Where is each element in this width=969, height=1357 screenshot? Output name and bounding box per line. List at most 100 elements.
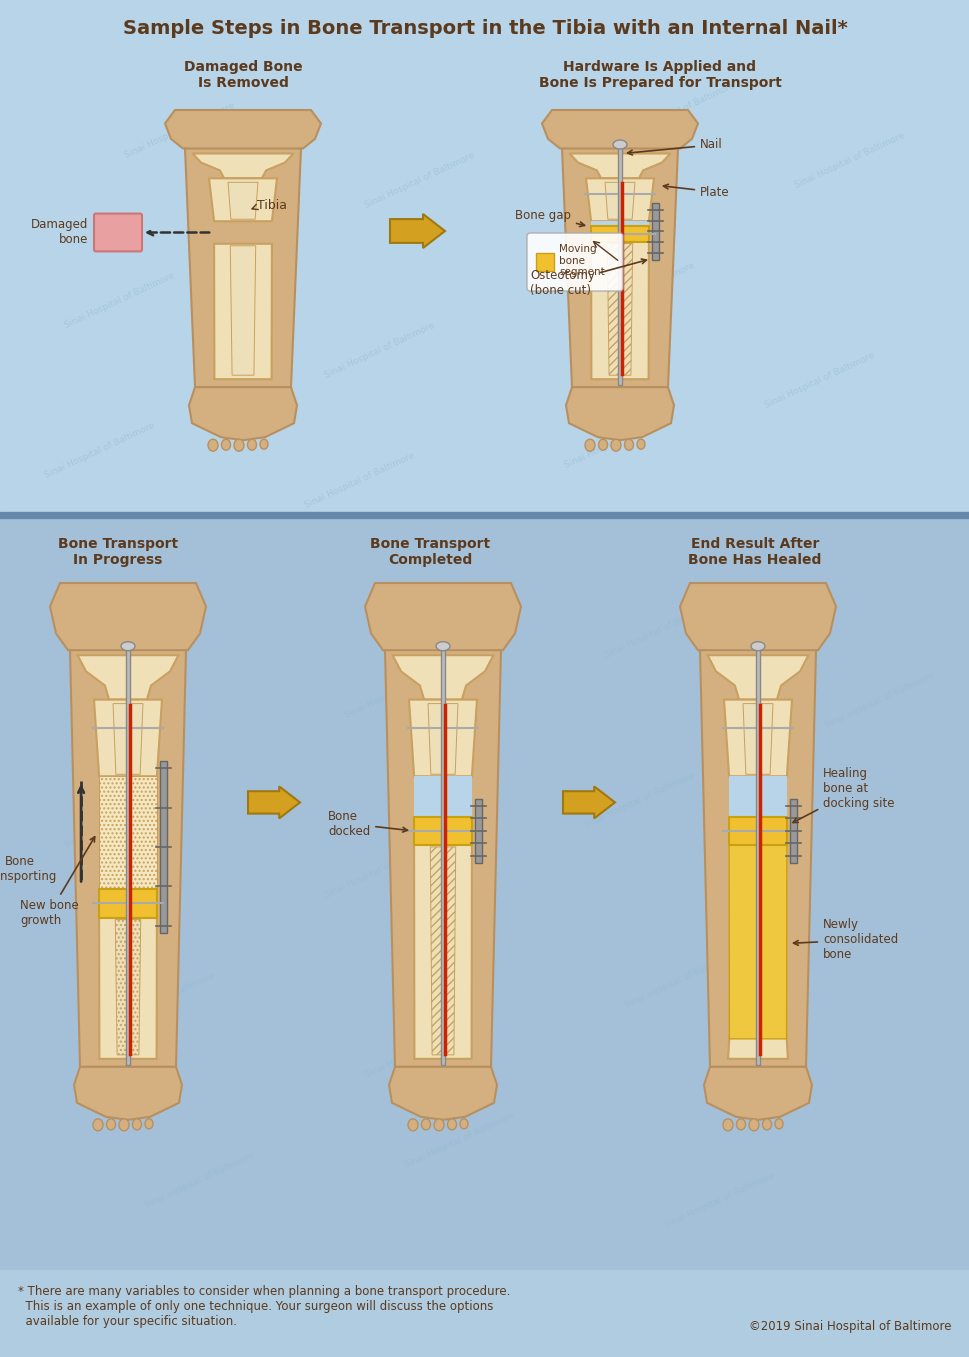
Text: Sinai Hospital of Baltimore: Sinai Hospital of Baltimore (583, 261, 696, 319)
Ellipse shape (750, 642, 765, 651)
Polygon shape (78, 655, 178, 700)
Polygon shape (414, 817, 471, 845)
Text: Sinai Hospital of Baltimore: Sinai Hospital of Baltimore (663, 1171, 776, 1229)
Text: ©2019 Sinai Hospital of Baltimore: ©2019 Sinai Hospital of Baltimore (749, 1320, 951, 1333)
Text: Sinai Hospital of Baltimore: Sinai Hospital of Baltimore (793, 130, 906, 190)
Text: Sinai Hospital of Baltimore: Sinai Hospital of Baltimore (623, 80, 735, 140)
Text: Sinai Hospital of Baltimore: Sinai Hospital of Baltimore (44, 421, 156, 479)
Polygon shape (561, 148, 677, 387)
Polygon shape (427, 703, 457, 775)
Text: Healing
bone at
docking site: Healing bone at docking site (793, 767, 893, 822)
Bar (0, 0, 969, 516)
Polygon shape (728, 1037, 787, 1058)
Text: Damaged
bone: Damaged bone (31, 218, 88, 247)
Polygon shape (364, 584, 520, 654)
Polygon shape (390, 214, 445, 248)
Bar (789, 799, 797, 863)
Ellipse shape (459, 1118, 467, 1129)
Ellipse shape (247, 440, 256, 451)
Polygon shape (723, 700, 791, 776)
Text: Sinai Hospital of Baltimore: Sinai Hospital of Baltimore (823, 670, 935, 730)
Polygon shape (70, 650, 186, 1067)
Bar (126, 643, 130, 1065)
Text: Sinai Hospital of Baltimore: Sinai Hospital of Baltimore (563, 410, 675, 470)
Polygon shape (607, 243, 632, 375)
Text: End Result After
Bone Has Healed: End Result After Bone Has Healed (688, 537, 821, 567)
Polygon shape (562, 787, 614, 818)
Ellipse shape (422, 1118, 430, 1130)
Bar (441, 643, 445, 1065)
Ellipse shape (207, 440, 218, 451)
Bar (160, 761, 167, 932)
Polygon shape (585, 178, 653, 221)
Polygon shape (742, 703, 772, 775)
Polygon shape (409, 700, 477, 776)
Text: Moving
bone
segment: Moving bone segment (558, 244, 604, 277)
Ellipse shape (637, 440, 644, 449)
Bar (0, 1270, 969, 1357)
Text: Sample Steps in Bone Transport in the Tibia with an Internal Nail*: Sample Steps in Bone Transport in the Ti… (122, 19, 847, 38)
Text: Bone gap: Bone gap (515, 209, 584, 227)
Polygon shape (590, 225, 648, 242)
Ellipse shape (774, 1118, 782, 1129)
Ellipse shape (221, 440, 231, 451)
Text: Damaged Bone
Is Removed: Damaged Bone Is Removed (183, 60, 302, 90)
Polygon shape (414, 845, 471, 1058)
Polygon shape (385, 650, 500, 1067)
Polygon shape (542, 110, 698, 152)
Ellipse shape (624, 440, 633, 451)
Polygon shape (248, 787, 299, 818)
Ellipse shape (722, 1118, 733, 1130)
Ellipse shape (612, 140, 626, 149)
Text: * There are many variables to consider when planning a bone transport procedure.: * There are many variables to consider w… (18, 1285, 510, 1329)
Text: Newly
consolidated
bone: Newly consolidated bone (793, 919, 897, 961)
Polygon shape (700, 650, 815, 1067)
Ellipse shape (408, 1118, 418, 1130)
Ellipse shape (133, 1118, 141, 1130)
Ellipse shape (93, 1118, 103, 1130)
Text: Plate: Plate (663, 185, 729, 198)
Text: Sinai Hospital of Baltimore: Sinai Hospital of Baltimore (363, 1020, 476, 1080)
Polygon shape (189, 387, 297, 440)
Polygon shape (389, 1067, 496, 1120)
Text: Sinai Hospital of Baltimore: Sinai Hospital of Baltimore (583, 771, 696, 829)
Text: Sinai Hospital of Baltimore: Sinai Hospital of Baltimore (323, 840, 436, 900)
Polygon shape (566, 387, 673, 440)
Bar (755, 643, 760, 1065)
Polygon shape (74, 1067, 182, 1120)
Text: Osteotomy
(bone cut): Osteotomy (bone cut) (529, 259, 645, 297)
Polygon shape (50, 584, 205, 654)
Text: Bone
transporting: Bone transporting (0, 855, 56, 883)
Polygon shape (569, 153, 670, 178)
Text: Bone Transport
In Progress: Bone Transport In Progress (58, 537, 178, 567)
Polygon shape (115, 920, 141, 1054)
Ellipse shape (584, 440, 594, 451)
Polygon shape (729, 845, 786, 1039)
Polygon shape (679, 584, 835, 654)
Polygon shape (590, 242, 648, 379)
Polygon shape (414, 776, 471, 817)
Bar (651, 204, 658, 259)
Polygon shape (113, 703, 142, 775)
Text: Sinai Hospital of Baltimore: Sinai Hospital of Baltimore (363, 151, 476, 209)
Ellipse shape (433, 1118, 444, 1130)
Polygon shape (99, 776, 157, 889)
Polygon shape (99, 776, 157, 889)
Polygon shape (590, 221, 648, 225)
Text: Sinai Hospital of Baltimore: Sinai Hospital of Baltimore (303, 451, 416, 509)
Text: Sinai Hospital of Baltimore: Sinai Hospital of Baltimore (763, 350, 876, 410)
Polygon shape (214, 244, 271, 379)
Polygon shape (165, 110, 321, 152)
Polygon shape (99, 889, 157, 917)
Ellipse shape (762, 1118, 770, 1130)
Polygon shape (392, 655, 493, 700)
Text: Sinai Hospital of Baltimore: Sinai Hospital of Baltimore (623, 950, 735, 1010)
Text: Bone Transport
Completed: Bone Transport Completed (369, 537, 489, 567)
FancyBboxPatch shape (94, 213, 141, 251)
Polygon shape (605, 182, 635, 220)
Ellipse shape (447, 1118, 456, 1130)
Text: Hardware Is Applied and
Bone Is Prepared for Transport: Hardware Is Applied and Bone Is Prepared… (538, 60, 781, 90)
Text: Sinai Hospital of Baltimore: Sinai Hospital of Baltimore (403, 1110, 516, 1170)
Bar (0, 516, 969, 1357)
Polygon shape (94, 700, 162, 776)
